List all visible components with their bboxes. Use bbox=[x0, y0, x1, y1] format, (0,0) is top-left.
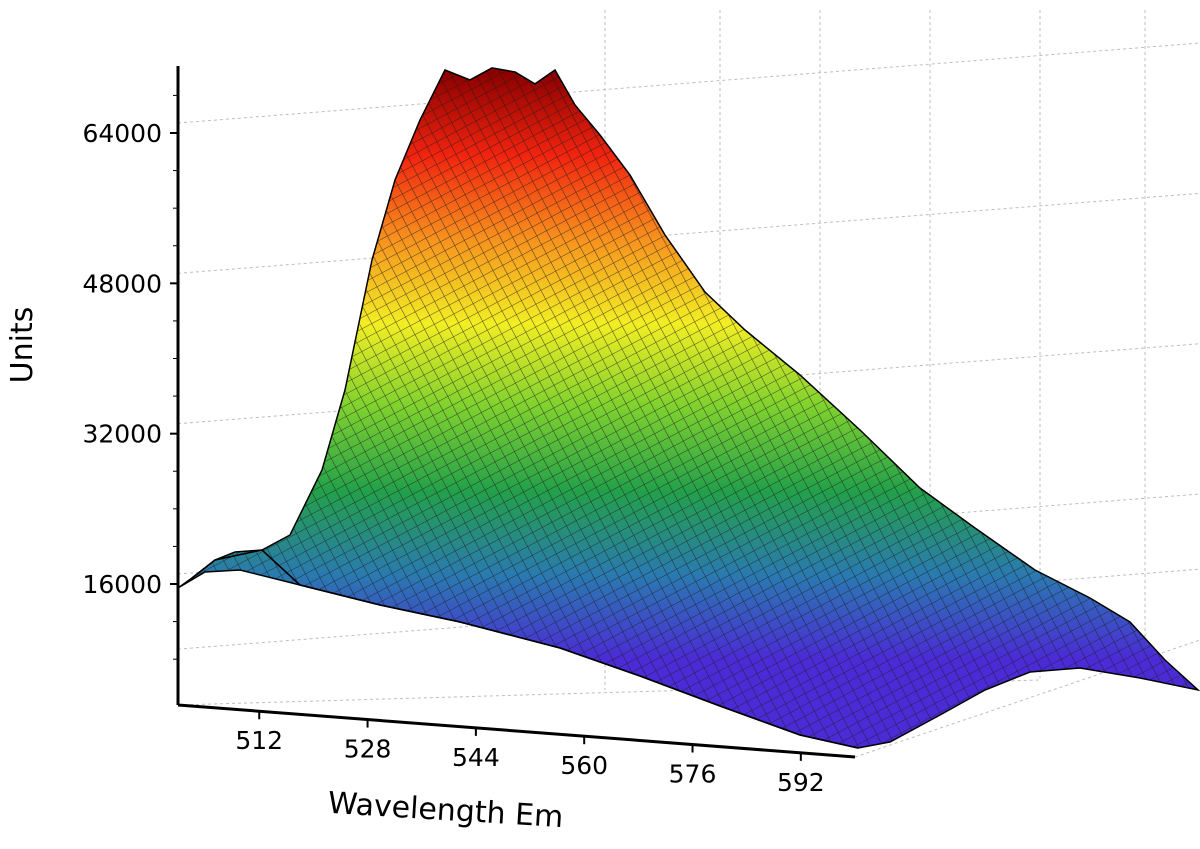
axes: 16000 32000 48000 64000 512 528 544 560 576 592 bbox=[82, 66, 856, 797]
y-axis-title: Units bbox=[5, 307, 40, 384]
z-tick-label-3: 64000 bbox=[82, 119, 162, 148]
x-tick-label-4: 576 bbox=[669, 760, 717, 789]
x-tick-label-2: 544 bbox=[452, 743, 500, 772]
gridline-z-3 bbox=[177, 42, 1200, 124]
x-tick-label-0: 512 bbox=[235, 726, 283, 755]
x-tick-label-3: 560 bbox=[560, 751, 608, 780]
z-tick-label-2: 48000 bbox=[82, 269, 162, 298]
z-axis-ticks: 16000 32000 48000 64000 bbox=[82, 94, 178, 660]
z-tick-label-0: 16000 bbox=[82, 570, 162, 599]
gridline-z-2 bbox=[177, 192, 1200, 274]
x-tick-label-1: 528 bbox=[344, 735, 392, 764]
x-axis-ticks: 512 528 544 560 576 592 bbox=[235, 711, 825, 797]
x-tick-label-5: 592 bbox=[777, 768, 825, 797]
surface-ridge-line bbox=[191, 549, 859, 749]
z-tick-label-1: 32000 bbox=[82, 420, 162, 449]
x-axis-title: Wavelength Em bbox=[327, 786, 564, 835]
x-axis-line bbox=[177, 703, 856, 759]
gridline-floor-1 bbox=[854, 639, 1200, 758]
